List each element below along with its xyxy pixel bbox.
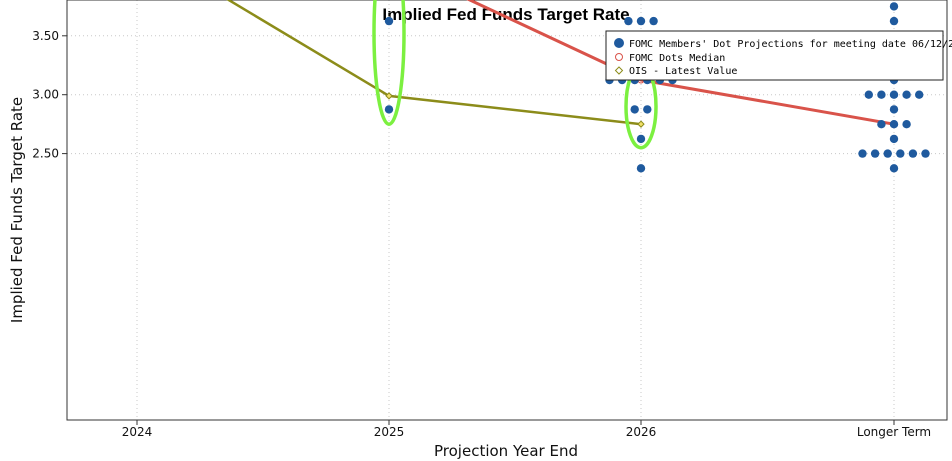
x-axis-ticks: 2024 2025 2026 Longer Term — [122, 420, 931, 439]
dot-projection — [889, 120, 899, 129]
grid — [67, 0, 947, 420]
dot-projection — [902, 120, 911, 129]
plot-area-frame — [66, 0, 948, 421]
y-tick-label: 3.00 — [32, 88, 59, 102]
dot-projection — [902, 90, 911, 99]
dot-projection — [889, 134, 899, 144]
x-tick-label: 2024 — [122, 425, 153, 439]
legend-ois-marker — [614, 66, 624, 75]
ois-marker — [385, 92, 393, 100]
dot-projection — [864, 90, 873, 99]
y-axis-ticks: 2.503.003.504.004.505.005.50 — [32, 29, 67, 161]
y-tick-label: 2.50 — [32, 147, 59, 161]
dot-projection — [889, 164, 899, 173]
x-tick-label: 2026 — [626, 425, 657, 439]
axes — [66, 0, 948, 421]
chart-title: Implied Fed Funds Target Rate — [382, 5, 629, 24]
legend-median-marker — [615, 53, 623, 61]
legend: FOMC Members' Dot Projections for meetin… — [605, 30, 952, 81]
x-tick-label: Longer Term — [857, 425, 931, 439]
legend-box — [605, 30, 944, 81]
dot-projection — [915, 90, 924, 99]
dot-projection — [636, 164, 646, 173]
dot-projection — [889, 90, 899, 99]
dot-projection — [883, 149, 892, 158]
dot-projection — [636, 16, 646, 26]
legend-entry-dots: FOMC Members' Dot Projections for meetin… — [629, 39, 952, 50]
dot-projection — [921, 149, 930, 158]
dot-projection — [384, 16, 394, 26]
legend-entry-median: FOMC Dots Median — [629, 53, 725, 64]
dot-projection — [908, 149, 918, 158]
dot-projection — [870, 149, 880, 158]
dot-projection — [649, 16, 658, 26]
dot-projection — [896, 149, 905, 158]
dot-projection — [384, 105, 394, 114]
dot-projection — [636, 134, 646, 144]
dot-projection — [630, 105, 639, 114]
median-line — [466, 0, 895, 126]
dot-projection — [889, 105, 899, 114]
legend-entry-ois: OIS - Latest Value — [629, 66, 737, 77]
series-lines — [226, 0, 898, 128]
dot-projection — [643, 105, 652, 114]
dot-projection — [889, 2, 899, 11]
x-axis-label: Projection Year End — [434, 442, 578, 460]
highlight-ellipse — [372, 0, 406, 126]
y-axis-label: Implied Fed Funds Target Rate — [8, 97, 26, 323]
dot-projection — [889, 16, 899, 26]
legend-dot-marker — [614, 38, 624, 48]
dot-projection — [877, 120, 886, 129]
ois-marker — [637, 120, 645, 128]
dot-projection — [877, 90, 886, 99]
y-tick-label: 3.50 — [32, 29, 59, 43]
dot-projection — [858, 149, 867, 158]
x-tick-label: 2025 — [374, 425, 405, 439]
dot-projection — [624, 16, 633, 26]
